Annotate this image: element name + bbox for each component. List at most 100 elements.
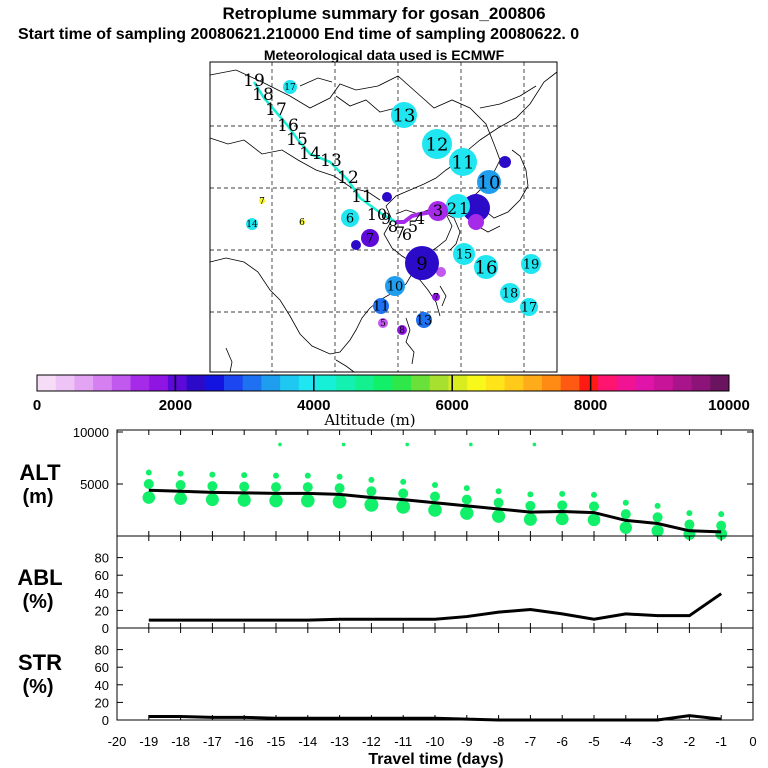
plume-marker-label: 5	[380, 319, 386, 329]
colorbar-swatch	[280, 375, 300, 391]
x-tick-label: -9	[461, 734, 473, 749]
time-series-panels: ALT(m)100005000ABL(%)806040200STR(%)8060…	[17, 425, 756, 749]
altitude-distribution-dots	[142, 442, 728, 540]
x-tick-label: -14	[298, 734, 317, 749]
colorbar-tick-label: 4000	[297, 397, 330, 414]
altitude-dot	[273, 472, 279, 479]
panel-label: STR	[18, 650, 62, 675]
altitude-colorbar: 0 2000 4000 6000 8000 10000	[33, 374, 750, 414]
y-tick-label: 0	[102, 713, 109, 728]
plume-marker	[361, 229, 379, 247]
plume-marker	[299, 219, 305, 225]
altitude-dot	[341, 442, 346, 447]
plume-marker-label: 11	[452, 152, 475, 173]
panel-abl: ABL(%) 80 60 40 20 0	[17, 535, 754, 636]
plume-marker-label: 8	[399, 326, 405, 336]
y-tick-label: 80	[95, 551, 109, 566]
altitude-dot	[334, 483, 345, 494]
x-tick-label: -3	[652, 734, 664, 749]
altitude-dot	[301, 493, 315, 508]
colorbar-swatch	[579, 375, 599, 391]
altitude-dot	[527, 491, 534, 498]
y-tick-label: 5000	[80, 477, 109, 492]
x-tick-label: -19	[139, 734, 158, 749]
plume-marker	[397, 325, 407, 335]
chart-title: Retroplume summary for gosan_200806	[222, 4, 546, 23]
colorbar-swatch	[354, 375, 375, 391]
plume-dot	[436, 267, 446, 277]
plume-marker-label: 7	[366, 232, 374, 247]
altitude-dot	[555, 512, 569, 526]
colorbar-swatch	[560, 375, 580, 391]
plume-marker	[385, 276, 405, 296]
altitude-dot	[396, 499, 411, 514]
plume-marker	[500, 283, 520, 303]
trajectory-day-label: 10	[367, 205, 387, 224]
plume-marker-label: 13	[416, 314, 433, 329]
altitude-dot	[145, 469, 152, 476]
plume-marker-label: 10	[387, 280, 404, 295]
trajectory-day-label: 4	[415, 209, 425, 228]
y-tick-label: 0	[102, 621, 109, 636]
series-line	[148, 488, 722, 534]
plume-marker-label: 7	[259, 197, 265, 207]
altitude-dot	[241, 472, 248, 479]
trajectory-day-label: 14	[299, 144, 321, 164]
colorbar-swatch	[429, 375, 449, 391]
trajectory-day-label: 7	[395, 223, 405, 242]
altitude-dot	[620, 509, 631, 520]
altitude-dot	[591, 491, 597, 498]
altitude-dot	[143, 479, 154, 489]
colorbar-swatch	[392, 375, 412, 391]
x-tick-label: -15	[267, 734, 286, 749]
altitude-dot	[398, 488, 409, 499]
altitude-dot	[405, 442, 410, 447]
trajectory-line	[252, 81, 397, 224]
altitude-dot	[336, 473, 343, 480]
colorbar-swatch	[93, 375, 113, 391]
colorbar-swatch	[317, 375, 337, 391]
trajectory-day-label: 1	[459, 199, 469, 218]
y-tick-label: 40	[95, 586, 109, 601]
colorbar-swatch	[167, 375, 188, 391]
plume-dot	[351, 240, 361, 250]
altitude-dot	[175, 480, 186, 491]
altitude-dot	[269, 493, 283, 508]
plume-marker	[283, 80, 297, 94]
altitude-dot	[686, 510, 693, 517]
plume-marker	[432, 293, 440, 301]
x-tick-label: -16	[235, 734, 254, 749]
altitude-dot	[718, 511, 725, 518]
plume-dot	[468, 214, 484, 230]
x-tick-label: -1	[715, 734, 727, 749]
series-line	[148, 592, 723, 622]
altitude-dot	[619, 521, 632, 534]
plume-marker	[373, 298, 389, 314]
altitude-dot	[461, 494, 472, 505]
plume-marker-label: 7	[433, 293, 439, 303]
altitude-dot	[652, 512, 663, 523]
plume-marker	[405, 246, 439, 280]
altitude-dot	[523, 512, 537, 526]
plume-marker-label: 17	[521, 301, 538, 316]
x-tick-label: -12	[362, 734, 381, 749]
trajectory-day-label: 12	[337, 168, 359, 188]
panel-str: STR(%) 80 60 40 20 0	[18, 627, 754, 728]
trajectory-day-label: 5	[408, 217, 418, 236]
plume-marker	[416, 312, 432, 328]
y-tick-label: 40	[95, 678, 109, 693]
colorbar-swatch	[504, 375, 524, 391]
y-tick-label: 60	[95, 660, 109, 675]
x-tick-label: -7	[525, 734, 537, 749]
altitude-dot	[495, 488, 502, 495]
altitude-dot	[651, 524, 664, 537]
colorbar-label: Altitude (m)	[323, 411, 415, 429]
plume-marker	[453, 243, 475, 265]
colorbar-tick-label: 6000	[436, 397, 469, 414]
altitude-dot	[400, 478, 407, 485]
plume-marker-label: 9	[416, 253, 427, 274]
altitude-dot	[460, 506, 474, 520]
altitude-dot	[239, 481, 250, 492]
colorbar-tick-label: 0	[33, 397, 41, 414]
